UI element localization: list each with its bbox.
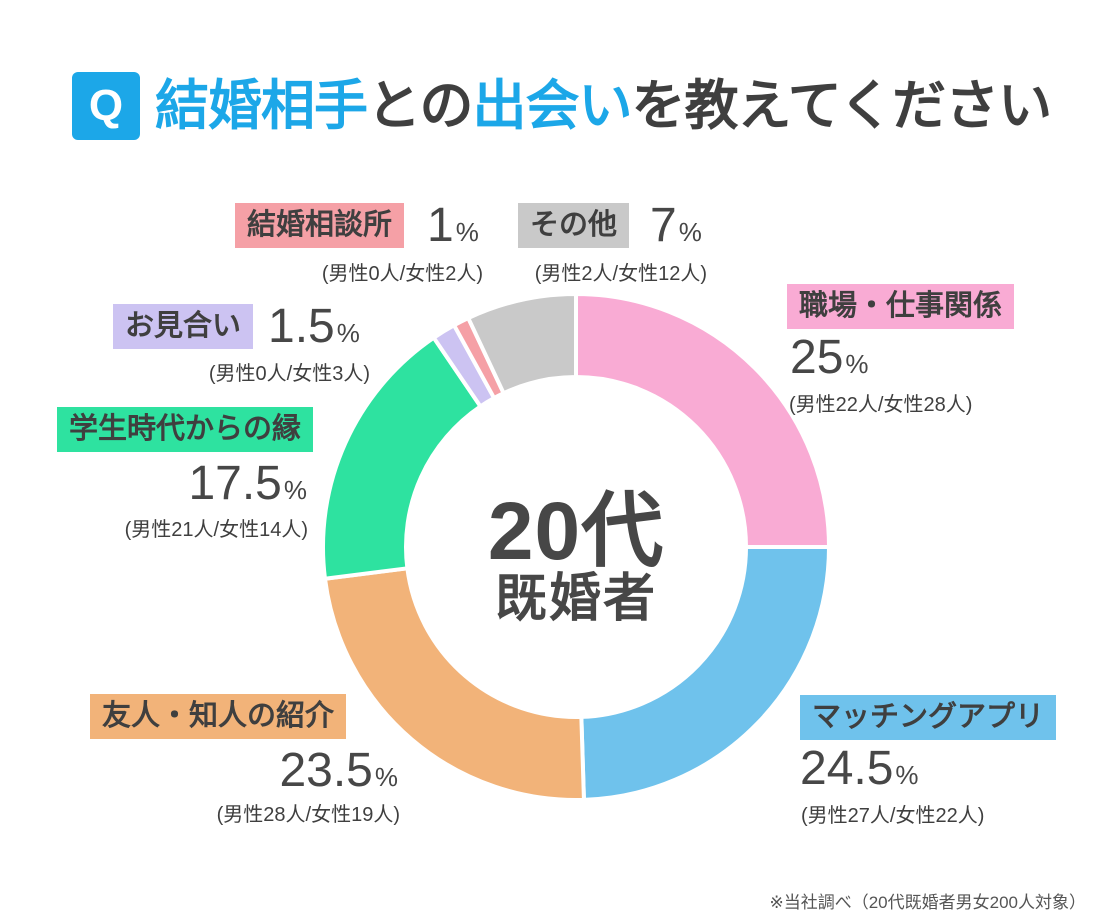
segment-counts: (男性27人/女性22人) xyxy=(801,805,985,827)
title-part-highlight: 結婚相手 xyxy=(155,76,368,136)
segment-counts: (男性22人/女性28人) xyxy=(789,394,973,416)
title-part-highlight: 出会い xyxy=(472,76,632,136)
segment-percent: 24.5 xyxy=(800,742,894,795)
source-note: ※当社調べ（20代既婚者男女200人対象） xyxy=(769,893,1086,912)
segment-label-tag: お見合い xyxy=(113,304,254,349)
title-part: との xyxy=(367,76,473,136)
percent-unit: % xyxy=(283,475,307,505)
segment-counts: (男性21人/女性14人) xyxy=(124,519,308,541)
segment-value: 1% xyxy=(427,201,479,251)
segment-label-tag: その他 xyxy=(518,203,630,248)
segment-value: 23.5% xyxy=(279,746,398,796)
segment-label-tag: 職場・仕事関係 xyxy=(787,284,1015,329)
segment-label-tag: マッチングアプリ xyxy=(800,695,1057,740)
segment-counts: (男性0人/女性3人) xyxy=(208,363,370,385)
page-title: 結婚相手との出会いを教えてください xyxy=(155,72,1052,140)
donut-segments xyxy=(321,291,832,802)
segment-percent: 1 xyxy=(427,199,454,252)
segment-counts: (男性28人/女性19人) xyxy=(216,804,400,826)
percent-unit: % xyxy=(336,318,360,348)
donut-segment-0 xyxy=(574,291,832,549)
question-badge: Q xyxy=(72,72,140,140)
percent-unit: % xyxy=(845,349,869,379)
percent-unit: % xyxy=(374,762,398,792)
donut-segment-2 xyxy=(322,566,587,802)
segment-counts: (男性2人/女性12人) xyxy=(534,263,707,285)
donut-center-label-age: 20代 xyxy=(487,486,665,577)
percent-unit: % xyxy=(455,217,479,247)
segment-percent: 23.5 xyxy=(279,744,373,797)
segment-label-tag: 友人・知人の紹介 xyxy=(90,694,347,739)
percent-unit: % xyxy=(895,760,919,790)
segment-label-tag: 結婚相談所 xyxy=(235,203,405,248)
segment-percent: 1.5 xyxy=(268,300,335,353)
segment-counts: (男性0人/女性2人) xyxy=(321,263,483,285)
segment-label-tag: 学生時代からの縁 xyxy=(57,407,314,452)
donut-segment-6 xyxy=(465,291,578,396)
segment-percent: 25 xyxy=(790,331,844,384)
segment-value: 24.5% xyxy=(800,744,919,794)
donut-chart xyxy=(321,291,832,802)
title-part: を教えてください xyxy=(631,76,1052,136)
segment-percent: 17.5 xyxy=(188,457,282,510)
segment-value: 1.5% xyxy=(268,302,360,352)
segment-percent: 7 xyxy=(650,199,677,252)
segment-value: 17.5% xyxy=(188,459,307,509)
segment-value: 7% xyxy=(650,201,702,251)
percent-unit: % xyxy=(678,217,702,247)
donut-segment-1 xyxy=(579,545,832,802)
donut-center-label-married: 既婚者 xyxy=(494,570,657,628)
segment-value: 25% xyxy=(790,333,869,383)
